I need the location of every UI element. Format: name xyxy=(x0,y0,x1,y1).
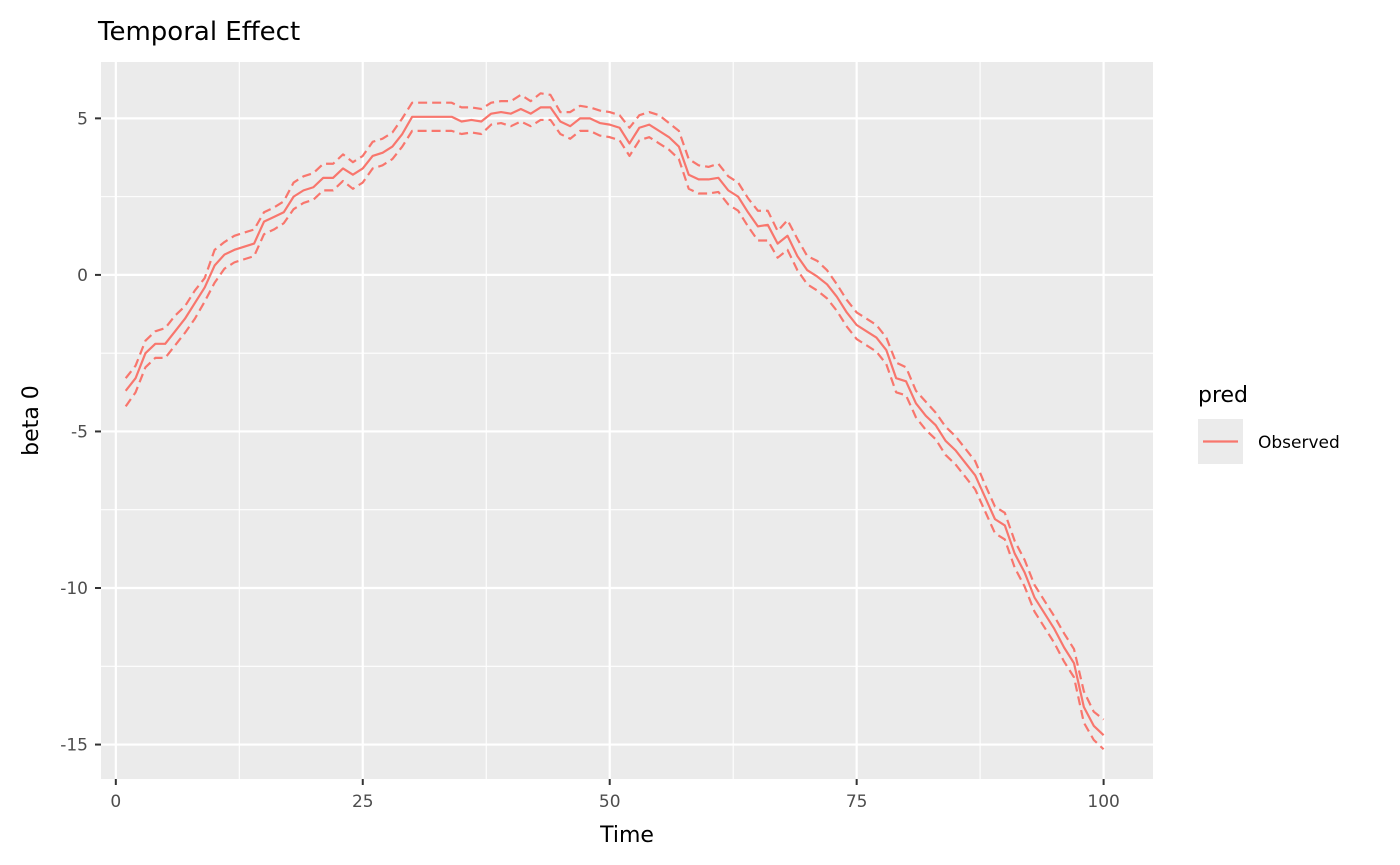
y-axis-title: beta 0 xyxy=(19,385,44,456)
y-tick-label: -15 xyxy=(60,736,88,756)
legend-entry-observed-label: Observed xyxy=(1258,433,1340,453)
legend: pred Observed xyxy=(1198,383,1340,464)
upper-bound-line xyxy=(124,92,1105,721)
legend-title: pred xyxy=(1198,383,1248,408)
y-tick-label: 0 xyxy=(77,266,88,286)
y-tick-label: -10 xyxy=(60,579,88,599)
x-axis-tick-labels: 0 25 50 75 100 xyxy=(110,792,1119,812)
observed-line xyxy=(124,106,1105,736)
axis-ticks xyxy=(95,117,1105,785)
lower-bound-line xyxy=(124,118,1105,751)
x-axis-title: Time xyxy=(599,823,654,848)
chart-title: Temporal Effect xyxy=(97,17,300,47)
series-layer xyxy=(124,92,1105,751)
x-tick-label: 75 xyxy=(846,792,868,812)
major-gridlines xyxy=(101,62,1153,779)
y-tick-label: -5 xyxy=(71,422,88,442)
x-tick-label: 25 xyxy=(352,792,374,812)
y-axis-tick-labels: 5 0 -5 -10 -15 xyxy=(60,109,88,755)
plot-panel xyxy=(101,62,1153,779)
x-tick-label: 0 xyxy=(110,792,121,812)
minor-gridlines xyxy=(101,62,1153,779)
x-tick-label: 100 xyxy=(1087,792,1119,812)
y-tick-label: 5 xyxy=(77,109,88,129)
x-tick-label: 50 xyxy=(599,792,621,812)
